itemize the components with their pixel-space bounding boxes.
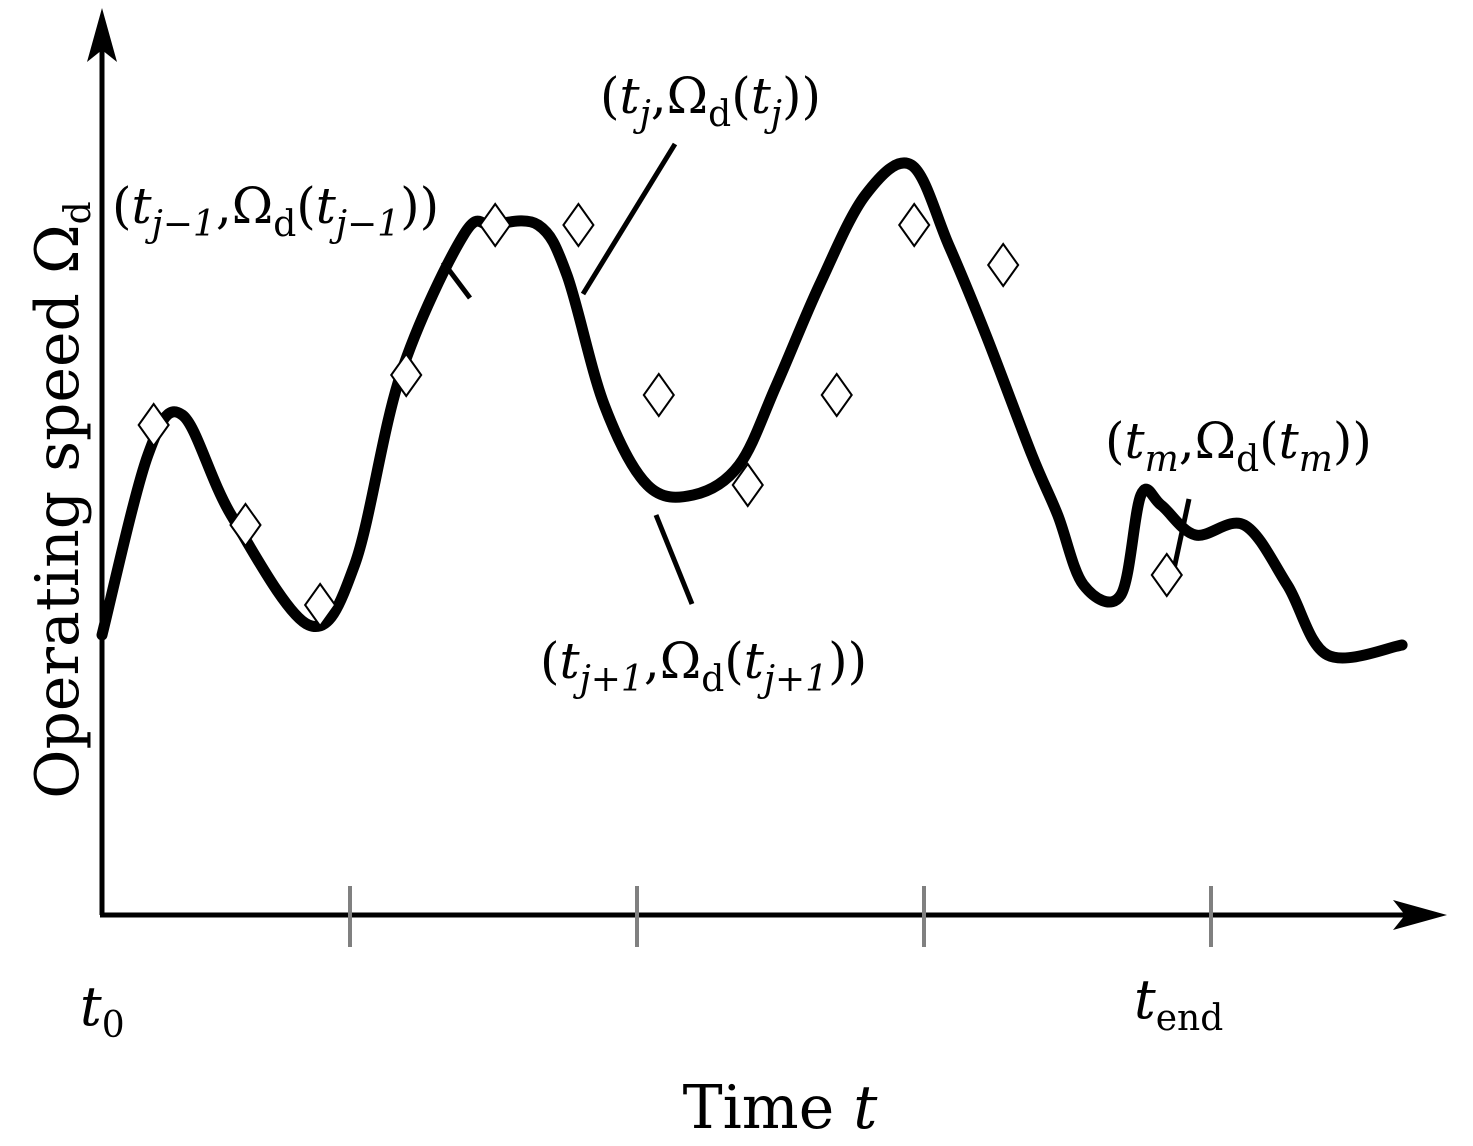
sample-marker-1 <box>137 402 170 448</box>
sample-marker-7 <box>642 372 676 418</box>
x-axis-title: Time t <box>683 1073 879 1143</box>
sample-marker-6 <box>562 202 595 248</box>
sample-markers <box>137 202 1183 628</box>
y-axis-title: Operating speed Ωd <box>23 201 99 798</box>
leader-next <box>653 514 695 605</box>
sample-marker-4 <box>389 352 423 398</box>
annotation-prev: (tj−1,Ωd(tj−1)) <box>112 177 439 245</box>
sample-marker-10 <box>897 202 931 248</box>
annotation-cur: (tj,Ωd(tj)) <box>600 67 821 135</box>
x-axis-ticks <box>348 886 1213 947</box>
speed-profile-line <box>96 157 1408 664</box>
leader-cur <box>580 142 678 296</box>
x-tick-label-end: tend <box>1134 968 1223 1039</box>
sample-marker-11 <box>986 242 1020 288</box>
sample-marker-9 <box>820 372 853 418</box>
sample-marker-8 <box>731 462 764 508</box>
sample-marker-5 <box>478 202 512 248</box>
x-tick-label-start: t0 <box>80 975 125 1046</box>
annotation-next: (tj+1,Ωd(tj+1)) <box>540 632 867 700</box>
sample-marker-2 <box>229 502 262 548</box>
x-axis-arrowhead <box>1393 900 1447 930</box>
sample-marker-3 <box>303 582 337 628</box>
annotation-leaders <box>441 142 1192 605</box>
sample-marker-12 <box>1150 552 1183 598</box>
annotation-last: (tm,Ωd(tm)) <box>1105 412 1372 480</box>
y-axis-arrowhead <box>87 8 117 62</box>
leader-prev <box>441 260 472 300</box>
